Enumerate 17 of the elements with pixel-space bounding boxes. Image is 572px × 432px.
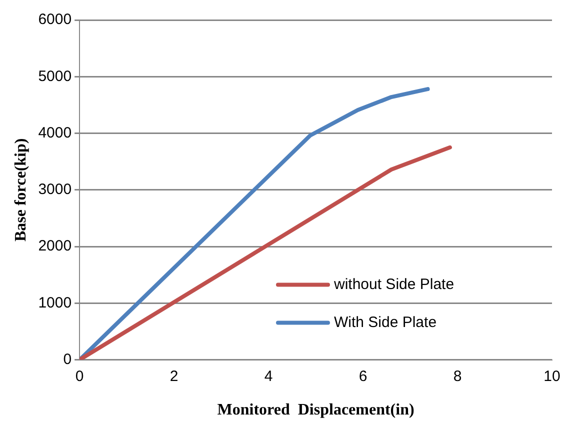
x-tick-label: 6	[358, 368, 368, 385]
x-tick-label: 0	[75, 368, 84, 385]
y-tick-label: 1000	[38, 294, 72, 312]
y-tick-label: 3000	[38, 181, 72, 198]
y-tick-label: 5000	[38, 68, 72, 85]
y-tick-label: 2000	[38, 238, 72, 255]
x-axis-title: Monitored Displacement(in)	[217, 402, 414, 419]
y-tick-label: 0	[63, 350, 72, 368]
x-tick-label: 2	[170, 368, 178, 385]
y-axis-title: Base force(kip)	[12, 138, 30, 242]
legend-label: without Side Plate	[332, 276, 454, 293]
x-tick-label: 8	[453, 368, 462, 385]
y-tick-label: 6000	[38, 11, 72, 28]
legend-label: With Side Plate	[334, 314, 437, 331]
y-tick-label: 4000	[38, 124, 72, 142]
x-tick-label: 10	[544, 368, 560, 385]
x-tick-label: 4	[264, 368, 273, 385]
